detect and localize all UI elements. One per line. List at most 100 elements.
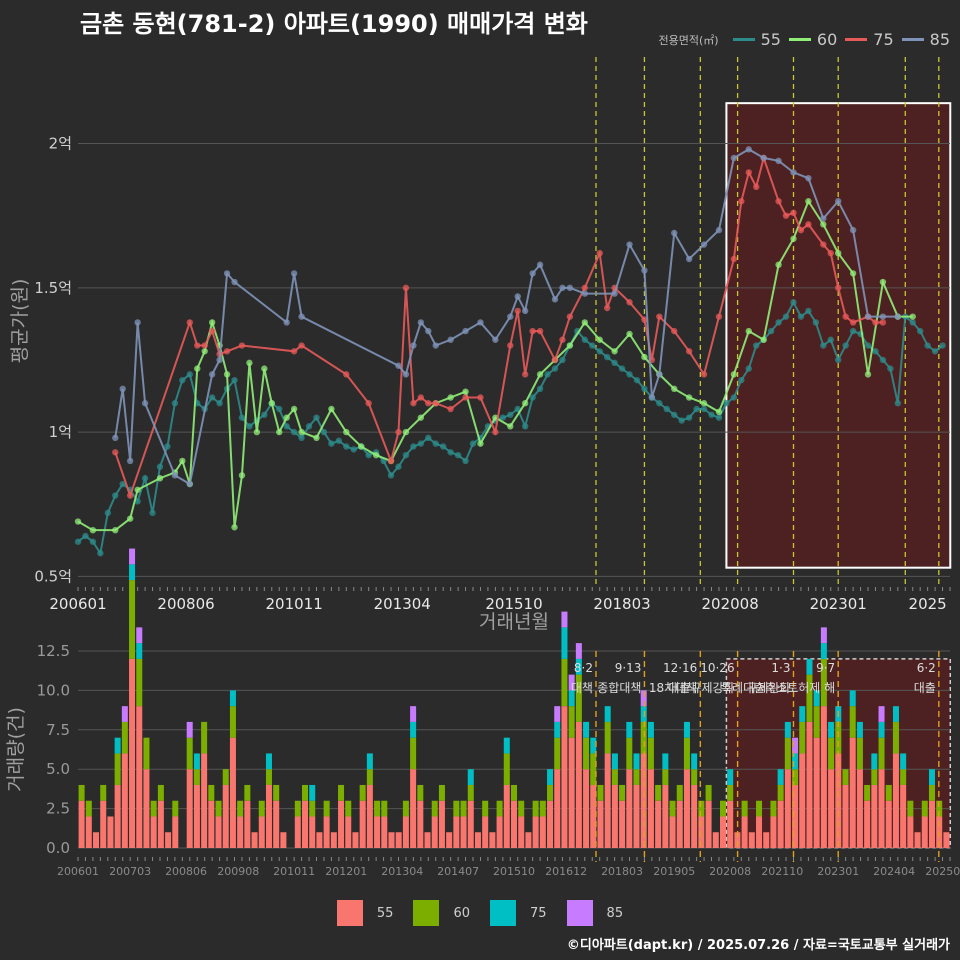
bar-75 — [611, 753, 618, 770]
bar-75 — [792, 753, 799, 770]
bar-55 — [460, 816, 467, 848]
bar-55 — [294, 816, 301, 848]
legend-item-60: 60 — [413, 900, 470, 926]
bar-55 — [640, 753, 647, 848]
bar-60 — [936, 800, 943, 817]
data-point-60 — [417, 414, 425, 421]
data-point-55 — [581, 336, 589, 343]
data-point-60 — [760, 336, 767, 343]
bar-60 — [561, 658, 568, 707]
x-tick-label: 202008 — [702, 595, 759, 613]
data-point-55 — [656, 400, 663, 407]
legend-title: 전용면적(㎡) — [658, 33, 719, 47]
data-point-60 — [671, 385, 678, 393]
data-point-60 — [596, 336, 603, 343]
data-point-55 — [775, 319, 782, 326]
data-point-75 — [447, 405, 454, 413]
bar-60 — [366, 769, 373, 785]
data-point-55 — [916, 327, 924, 335]
annotation-text: 특례대출축소토허제 해 — [721, 681, 835, 695]
bar-55 — [323, 816, 330, 848]
data-point-75 — [417, 394, 425, 401]
annotation-text: 규제완화 — [746, 681, 790, 695]
data-point-85 — [529, 270, 536, 277]
data-point-55 — [767, 327, 775, 335]
legend-swatch — [566, 900, 593, 926]
data-point-60 — [685, 394, 693, 401]
bar-55 — [547, 800, 554, 848]
legend-label: 75 — [873, 30, 894, 49]
bar-60 — [201, 721, 208, 754]
data-point-60 — [536, 371, 544, 378]
bar-55 — [921, 816, 928, 848]
bar-55 — [100, 800, 107, 848]
bar-55 — [136, 706, 143, 848]
data-point-75 — [805, 221, 812, 228]
data-point-85 — [805, 174, 812, 182]
data-point-55 — [551, 365, 559, 372]
bar-60 — [662, 769, 669, 785]
annotation-date: 1·3 — [771, 661, 790, 675]
bar-75 — [193, 753, 200, 770]
x-tick-label: 201905 — [653, 865, 695, 878]
bar-55 — [604, 753, 611, 848]
data-point-55 — [439, 443, 447, 450]
bar-75 — [849, 690, 856, 707]
data-point-85 — [730, 154, 738, 162]
data-point-75 — [298, 342, 305, 349]
data-point-55 — [350, 446, 357, 453]
data-point-85 — [290, 270, 298, 277]
bar-60 — [114, 753, 121, 785]
data-point-55 — [186, 371, 193, 378]
bar-60 — [345, 800, 352, 817]
bar-60 — [410, 737, 417, 770]
data-point-85 — [425, 327, 432, 335]
bar-55 — [907, 816, 914, 848]
bar-60 — [460, 800, 467, 817]
data-point-75 — [797, 226, 805, 234]
bar-55 — [121, 753, 128, 848]
x-tick-label: 200601 — [49, 595, 106, 613]
data-point-85 — [551, 296, 559, 303]
bar-55 — [381, 816, 388, 848]
bar-60 — [792, 769, 799, 785]
bar-55 — [647, 769, 654, 848]
bar-55 — [302, 800, 309, 848]
bar-55 — [806, 721, 813, 848]
bar-75 — [547, 769, 554, 785]
data-point-55 — [723, 400, 730, 407]
bar-55 — [756, 816, 763, 848]
data-point-60 — [909, 313, 916, 320]
x-tick-label: 201304 — [374, 595, 431, 613]
data-point-55 — [842, 342, 849, 349]
annotation-date: 6·2 — [917, 661, 936, 675]
data-point-55 — [678, 417, 685, 424]
annotation-date: 9·13 — [615, 661, 642, 675]
data-point-55 — [559, 356, 566, 364]
bar-60 — [208, 784, 215, 801]
data-point-55 — [782, 313, 790, 320]
bar-60 — [669, 800, 676, 817]
data-point-75 — [112, 449, 119, 456]
bar-60 — [856, 737, 863, 770]
data-point-75 — [581, 284, 589, 292]
bar-55 — [417, 800, 424, 848]
data-point-55 — [589, 342, 596, 349]
data-point-55 — [939, 342, 946, 349]
data-point-60 — [521, 400, 529, 407]
data-point-55 — [715, 414, 723, 421]
data-point-85 — [298, 313, 305, 320]
bar-55 — [748, 832, 755, 848]
bar-60 — [510, 784, 518, 801]
y-tick-label: 12.5 — [37, 642, 70, 660]
data-point-55 — [276, 405, 283, 413]
data-point-85 — [126, 457, 134, 465]
data-point-55 — [343, 443, 350, 450]
data-point-55 — [879, 356, 887, 364]
data-point-55 — [149, 509, 156, 517]
bar-75 — [575, 658, 582, 675]
data-point-85 — [820, 215, 827, 222]
data-point-60 — [626, 330, 633, 338]
data-point-55 — [231, 376, 238, 384]
bar-60 — [799, 721, 806, 754]
